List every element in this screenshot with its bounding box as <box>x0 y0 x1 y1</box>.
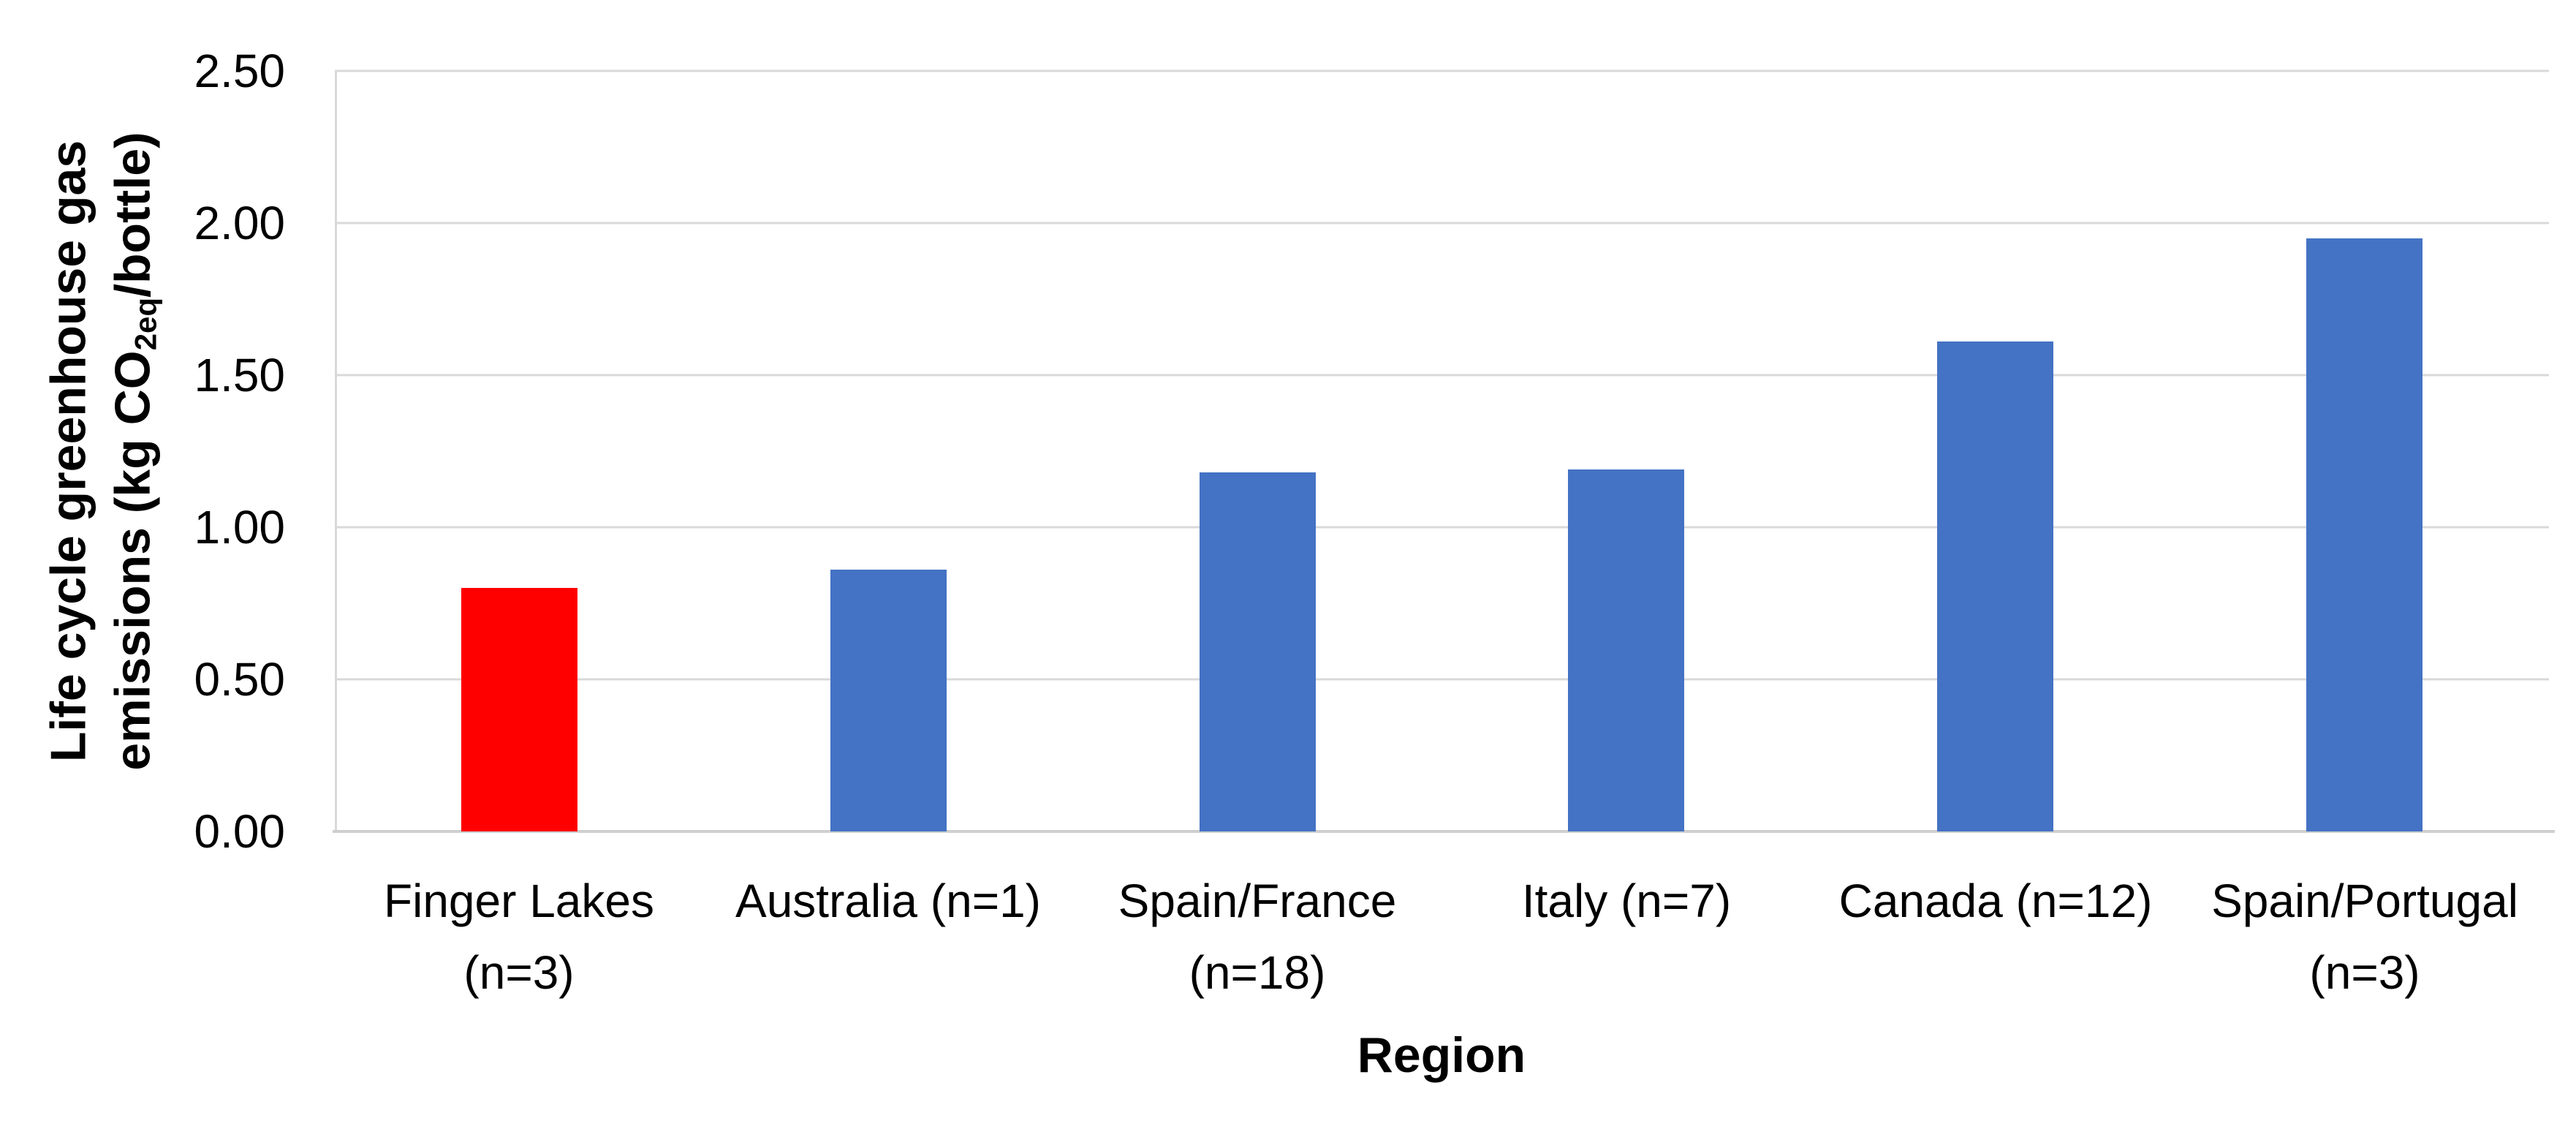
bar-Canada (n=12) <box>1937 341 2053 831</box>
y-tick-label-1.00: 1.00 <box>194 501 285 554</box>
plot-area <box>333 69 2555 833</box>
bar-Australia (n=1) <box>830 570 947 831</box>
y-tick-label-1.50: 1.50 <box>194 349 285 401</box>
gridline-2.00 <box>335 222 2549 224</box>
y-tick-label-0.50: 0.50 <box>194 653 285 706</box>
bar-Spain/Portugal (n=3) <box>2306 238 2422 831</box>
gridline-0.50 <box>335 678 2549 681</box>
bar-Finger Lakes (n=3) <box>461 588 577 831</box>
gridline-2.50 <box>335 69 2549 72</box>
x-label-Spain/France (n=18): Spain/France (n=18) <box>1118 875 1397 999</box>
bar-Italy (n=7) <box>1568 469 1684 831</box>
x-label-Australia (n=1): Australia (n=1) <box>735 875 1041 927</box>
gridline-1.50 <box>335 374 2549 377</box>
y-tick-label-2.00: 2.00 <box>194 197 285 249</box>
y-tick-label-2.50: 2.50 <box>194 45 285 97</box>
gridline-1.00 <box>335 526 2549 529</box>
x-axis-title: Region <box>1357 1027 1526 1083</box>
x-label-Canada (n=12): Canada (n=12) <box>1838 875 2153 927</box>
x-axis-line <box>333 830 2555 833</box>
x-label-Spain/Portugal (n=3): Spain/Portugal (n=3) <box>2211 875 2518 999</box>
x-label-Italy (n=7): Italy (n=7) <box>1521 875 1732 927</box>
y-axis-line <box>335 71 337 831</box>
bar-Spain/France (n=18) <box>1200 472 1316 831</box>
y-axis-subscript: 2eq <box>128 297 163 351</box>
x-label-Finger Lakes (n=3): Finger Lakes (n=3) <box>384 875 654 999</box>
y-tick-label-0.00: 0.00 <box>194 805 285 858</box>
